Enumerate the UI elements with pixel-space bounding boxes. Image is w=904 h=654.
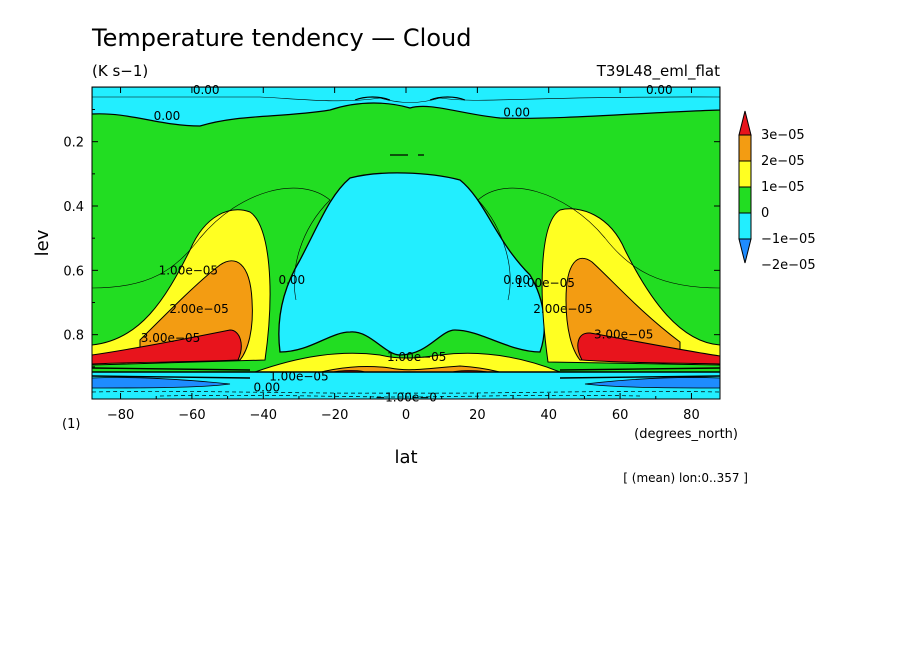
x-tick-label: 0 <box>402 408 410 423</box>
x-axis: −80 −60 −40 −20 0 20 40 60 80 <box>107 87 700 423</box>
y-axis: 0.2 0.4 0.6 0.8 <box>63 109 720 400</box>
contour-label: 3.00e−05 <box>141 331 200 345</box>
x-axis-label: lat <box>394 447 417 468</box>
footnote: [ (mean) lon:0..357 ] <box>623 471 748 485</box>
contour-label: 0.00 <box>503 273 530 287</box>
y-tick-label: 0.4 <box>63 200 84 215</box>
y-tick-label: 0.6 <box>63 264 84 279</box>
contour-label: 0.00 <box>154 109 181 123</box>
y-units-label: (1) <box>62 417 80 432</box>
y-tick-label: 0.2 <box>63 136 84 151</box>
thin-contour-right <box>477 187 720 301</box>
field-neg-mid <box>278 172 545 356</box>
x-tick-label: 80 <box>683 408 700 423</box>
colorbar: 3e−05 2e−05 1e−05 0 −1e−05 −2e−05 <box>738 110 816 273</box>
y-tick-label: 0.8 <box>63 329 84 344</box>
colorbar-segment <box>738 186 752 214</box>
x-tick-label: −20 <box>321 408 348 423</box>
black-band-lines <box>92 367 720 379</box>
contour-label: 2.00e−05 <box>533 302 592 316</box>
contour-label: 0.00 <box>646 83 673 97</box>
tropopause-marks <box>354 96 466 156</box>
x-tick-label: 20 <box>469 408 486 423</box>
contour-label: 0.00 <box>253 381 280 395</box>
contour-label: 3.00e−05 <box>594 328 653 342</box>
y-axis-label: lev <box>32 229 53 256</box>
colorbar-label: −1e−05 <box>761 232 816 247</box>
contour-label: 1.00e−05 <box>269 369 328 383</box>
experiment-label: T39L48_eml_flat <box>596 62 720 81</box>
x-tick-label: 40 <box>540 408 557 423</box>
chart-units: (K s−1) <box>92 62 148 80</box>
contour-label: 1.00e−05 <box>387 350 446 364</box>
thin-contour-left <box>92 187 331 301</box>
thin-contour-top <box>92 96 720 103</box>
dashed-contours-low <box>92 391 720 398</box>
contour-label: 1.00e−05 <box>515 276 574 290</box>
colorbar-bottom-arrow <box>738 238 752 264</box>
contour-label: 0.00 <box>193 83 220 97</box>
colorbar-label: 0 <box>761 206 769 221</box>
colorbar-segment <box>738 160 752 188</box>
colorbar-top-arrow <box>738 110 752 136</box>
x-tick-label: 60 <box>612 408 629 423</box>
colorbar-label: 1e−05 <box>761 180 805 195</box>
x-tick-label: −60 <box>178 408 205 423</box>
field-pos3-right <box>577 332 720 365</box>
contour-label: 2.00e−05 <box>169 302 228 316</box>
colorbar-segment <box>738 134 752 162</box>
chart-title: Temperature tendency — Cloud <box>91 24 471 52</box>
contour-label: 0.00 <box>503 106 530 120</box>
contour-label: 0.00 <box>278 273 305 287</box>
colorbar-label: 2e−05 <box>761 154 805 169</box>
field-strong-neg-left <box>92 377 231 389</box>
contour-label: 1.00e−05 <box>159 263 218 277</box>
plot-area <box>92 87 720 399</box>
colorbar-label: −2e−05 <box>761 258 816 273</box>
field-pos3-left <box>92 329 242 365</box>
field-strong-neg-right <box>584 377 720 389</box>
x-tick-label: −40 <box>250 408 277 423</box>
x-tick-label: −80 <box>107 408 134 423</box>
colorbar-segment <box>738 212 752 240</box>
x-units-label: (degrees_north) <box>634 427 738 442</box>
colorbar-label: 3e−05 <box>761 128 805 143</box>
